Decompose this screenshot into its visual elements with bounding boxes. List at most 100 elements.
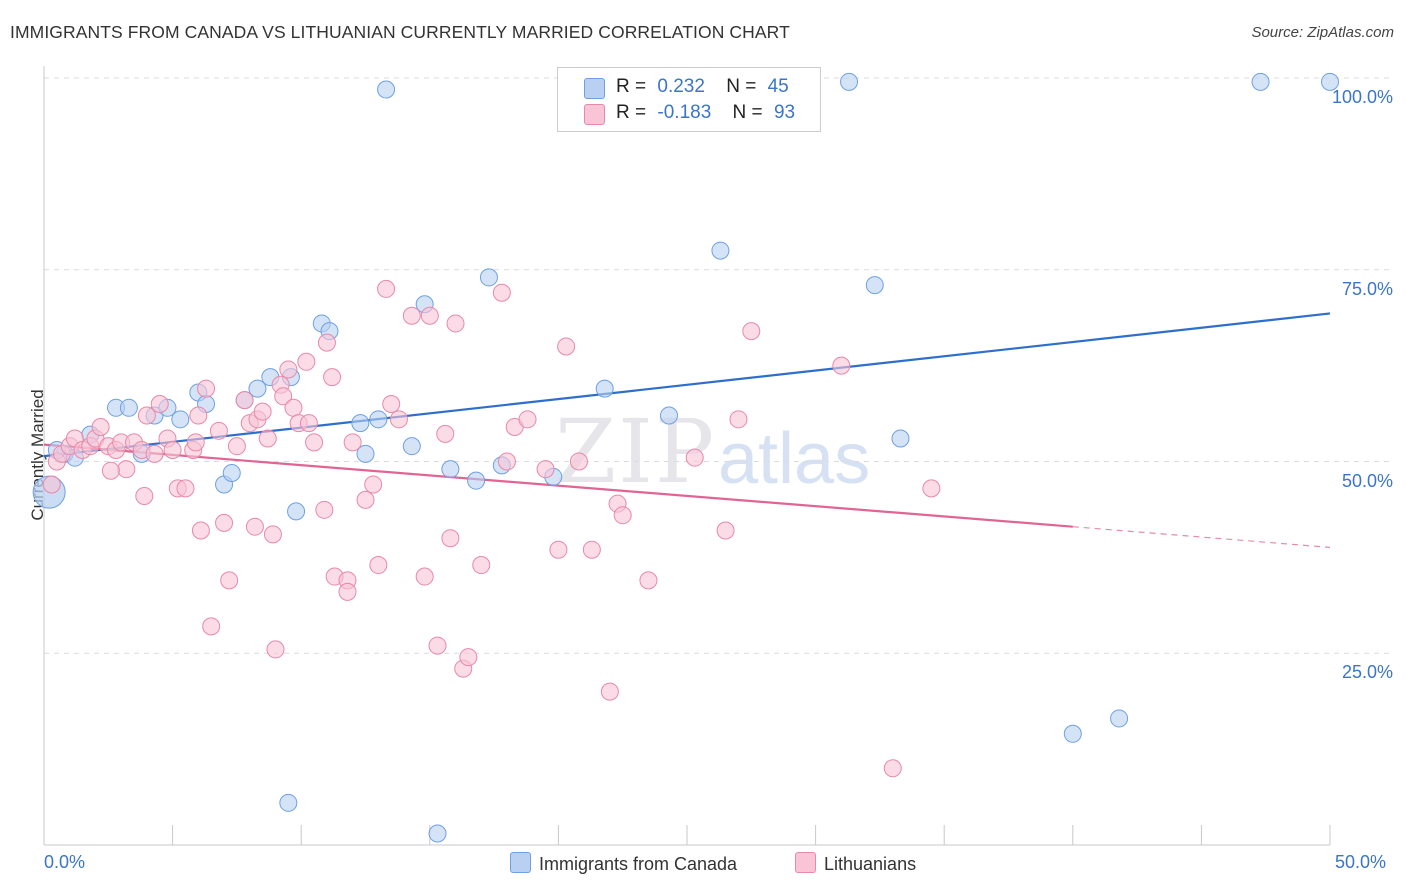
point-canada	[865, 276, 884, 295]
point-lithuanians	[428, 636, 447, 655]
point-lithuanians	[382, 394, 401, 413]
point-lithuanians	[441, 529, 460, 548]
point-lithuanians	[364, 475, 383, 494]
point-canada	[222, 464, 241, 483]
point-lithuanians	[832, 356, 851, 375]
point-lithuanians	[377, 279, 396, 298]
point-canada	[402, 437, 421, 456]
point-canada	[467, 471, 486, 490]
point-lithuanians	[145, 444, 164, 463]
point-lithuanians	[197, 379, 216, 398]
point-lithuanians	[883, 759, 902, 778]
point-lithuanians	[549, 540, 568, 559]
legend-r-value-canada: 0.232	[657, 76, 705, 97]
legend-r-label: R =	[616, 76, 647, 97]
grid-lines	[44, 77, 1392, 654]
y-tick-label: 100.0%	[1331, 87, 1393, 107]
point-canada	[840, 72, 859, 91]
point-canada	[1110, 709, 1129, 728]
y-tick-label: 25.0%	[1341, 662, 1393, 683]
point-lithuanians	[415, 567, 434, 586]
point-canada	[1321, 72, 1339, 91]
point-lithuanians	[685, 448, 704, 467]
source-label: Source: ZipAtlas.com	[1251, 24, 1394, 41]
bottom-legend-label-lithuanians: Lithuanians	[824, 854, 917, 874]
point-lithuanians	[150, 394, 169, 413]
trend-line-lithuanians-extrapolated	[1072, 526, 1331, 549]
point-canada	[711, 241, 730, 260]
point-canada	[891, 429, 910, 448]
point-lithuanians	[101, 461, 120, 480]
chart-title: IMMIGRANTS FROM CANADA VS LITHUANIAN CUR…	[10, 22, 790, 42]
y-tick-label: 50.0%	[1341, 470, 1393, 491]
point-canada	[119, 398, 138, 417]
point-lithuanians	[600, 682, 619, 701]
point-lithuanians	[356, 490, 375, 509]
point-lithuanians	[369, 556, 388, 575]
point-lithuanians	[235, 391, 254, 410]
point-lithuanians	[492, 283, 511, 302]
point-lithuanians	[258, 429, 277, 448]
point-lithuanians	[163, 440, 182, 459]
legend-n-label: N =	[726, 76, 757, 97]
point-lithuanians	[137, 406, 156, 425]
legend-r-value-lithuanians: -0.183	[657, 102, 712, 123]
trend-lines	[43, 312, 1331, 549]
point-lithuanians	[343, 433, 362, 452]
point-lithuanians	[518, 410, 537, 429]
legend-n-value-canada: 45	[767, 76, 789, 97]
point-lithuanians	[323, 368, 342, 387]
point-lithuanians	[245, 517, 264, 536]
point-lithuanians	[227, 437, 246, 456]
point-lithuanians	[338, 582, 357, 601]
point-lithuanians	[436, 424, 455, 443]
point-canada	[171, 410, 190, 429]
point-canada	[595, 379, 614, 398]
bottom-legend-swatch-canada	[510, 852, 531, 873]
point-lithuanians	[215, 513, 234, 532]
point-lithuanians	[716, 521, 735, 540]
point-canada	[659, 406, 678, 425]
trend-line-canada	[43, 312, 1331, 458]
point-lithuanians	[389, 410, 408, 429]
x-tick-label-max: 50.0%	[1335, 852, 1387, 872]
point-canada	[1251, 72, 1270, 91]
point-canada	[479, 268, 498, 287]
point-lithuanians	[299, 414, 318, 433]
point-lithuanians	[209, 421, 228, 440]
point-canada	[441, 460, 460, 479]
bottom-legend-swatch-lithuanians	[795, 852, 816, 873]
point-lithuanians	[459, 648, 478, 667]
point-canada	[248, 379, 267, 398]
point-lithuanians	[220, 571, 239, 590]
point-lithuanians	[742, 322, 761, 341]
point-lithuanians	[202, 617, 221, 636]
y-tick-label: 75.0%	[1341, 278, 1393, 299]
point-lithuanians	[191, 521, 210, 540]
point-lithuanians	[284, 398, 303, 417]
point-lithuanians	[582, 540, 601, 559]
point-lithuanians	[472, 556, 491, 575]
point-lithuanians	[42, 475, 61, 494]
point-canada	[356, 444, 375, 463]
point-lithuanians	[253, 402, 272, 421]
point-lithuanians	[446, 314, 465, 333]
point-lithuanians	[186, 433, 205, 452]
point-lithuanians	[279, 360, 298, 379]
point-lithuanians	[176, 479, 195, 498]
point-lithuanians	[420, 306, 439, 325]
point-canada	[1063, 724, 1082, 743]
point-lithuanians	[135, 487, 154, 506]
point-lithuanians	[402, 306, 421, 325]
watermark-zip: ZIP	[555, 400, 717, 503]
legend-r-label: R =	[616, 102, 647, 123]
point-lithuanians	[317, 333, 336, 352]
data-points	[32, 72, 1339, 843]
point-lithuanians	[729, 410, 748, 429]
x-tick-label-min: 0.0%	[44, 852, 86, 872]
point-canada	[377, 80, 396, 99]
legend-n-value-lithuanians: 93	[773, 102, 796, 123]
trend-line-lithuanians	[43, 443, 1073, 528]
point-canada	[369, 410, 388, 429]
point-lithuanians	[263, 525, 282, 544]
